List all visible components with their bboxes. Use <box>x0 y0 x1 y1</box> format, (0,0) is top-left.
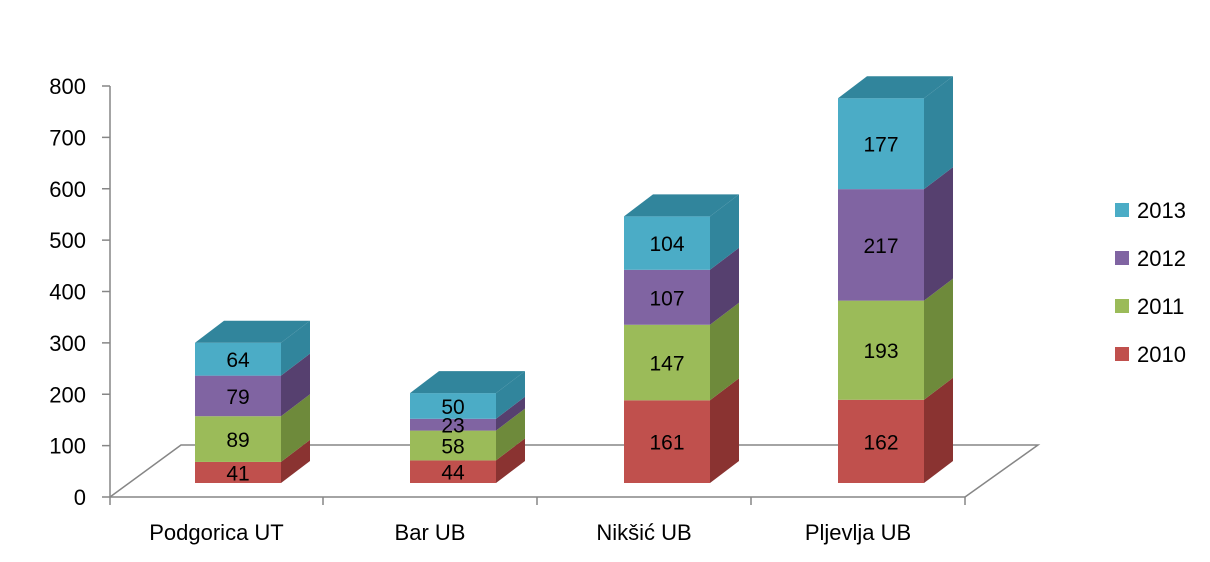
bar-data-label: 41 <box>226 462 249 485</box>
bar-stack <box>624 194 739 483</box>
legend-swatch <box>1115 203 1129 217</box>
x-category-label: Bar UB <box>395 520 466 545</box>
legend-swatch <box>1115 251 1129 265</box>
bar-segment-front <box>838 399 924 483</box>
bar-data-label: 89 <box>226 429 249 452</box>
bar-segment-side <box>710 194 739 270</box>
bar-segment-front <box>410 460 496 483</box>
bar-segment-front <box>195 416 281 462</box>
y-tick-label: 700 <box>49 125 86 150</box>
bar-segment-side <box>281 394 310 462</box>
chart-axes: 0 100 200 300 400 500 600 700 800 Podgorica UT Bar… <box>49 74 1041 545</box>
bar-data-label: 64 <box>226 349 250 372</box>
bar-segment-side <box>496 396 525 431</box>
bar-data-label: 147 <box>649 353 684 376</box>
x-category-label: Pljevlja UB <box>805 520 911 545</box>
bar-segment-side <box>281 439 310 483</box>
bar-data-label: 58 <box>441 435 464 458</box>
bar-segment-front <box>838 189 924 301</box>
bar-data-label: 162 <box>863 431 898 454</box>
bar-segment-side <box>924 76 953 190</box>
bar-segment-side <box>924 167 953 301</box>
bar-data-label: 104 <box>649 233 684 256</box>
bar-data-label: 79 <box>226 386 249 409</box>
y-tick-label: 0 <box>74 485 86 510</box>
bar-segment-front <box>410 418 496 431</box>
bar-data-label: 217 <box>863 235 898 258</box>
y-tick-label: 600 <box>49 177 86 202</box>
bar-segment-side <box>710 302 739 401</box>
bar-stack <box>838 76 953 483</box>
bar-top-face <box>838 76 953 99</box>
y-tick-label: 500 <box>49 228 86 253</box>
bar-data-label: 161 <box>649 432 684 455</box>
bar-data-label: 44 <box>441 462 465 485</box>
bar-segment-front <box>624 216 710 270</box>
y-tick-label: 800 <box>49 74 86 99</box>
bar-segment-side <box>924 377 953 483</box>
legend-swatch <box>1115 299 1129 313</box>
bar-data-label: 23 <box>441 415 464 438</box>
legend-label: 2012 <box>1137 246 1186 271</box>
bar-segment-front <box>624 400 710 483</box>
bar-segment-front <box>195 461 281 483</box>
bar-segment-side <box>924 278 953 400</box>
bar-segment-front <box>410 393 496 419</box>
bar-stack <box>410 371 525 483</box>
bar-segment-front <box>624 324 710 401</box>
chart-bars <box>195 76 953 483</box>
bar-segment-front <box>195 375 281 417</box>
bar-top-face <box>624 194 739 217</box>
legend-swatch <box>1115 347 1129 361</box>
bar-segment-front <box>838 300 924 400</box>
bar-segment-side <box>496 371 525 419</box>
legend-label: 2011 <box>1137 294 1184 319</box>
y-tick-label: 300 <box>49 331 86 356</box>
bar-data-label: 193 <box>863 340 898 363</box>
bar-segment-front <box>195 342 281 376</box>
y-tick-label: 400 <box>49 280 86 305</box>
bar-segment-front <box>838 98 924 190</box>
y-tick-label: 200 <box>49 382 86 407</box>
x-category-label: Nikšić UB <box>596 520 691 545</box>
bar-segment-side <box>281 353 310 417</box>
chart-legend: 2013 2012 2011 2010 <box>1115 198 1186 367</box>
bar-stack <box>195 320 310 483</box>
bar-segment-side <box>281 320 310 376</box>
bar-segment-front <box>410 430 496 461</box>
bar-segment-side <box>496 438 525 483</box>
bar-segment-front <box>624 269 710 325</box>
y-tick-label: 100 <box>49 434 86 459</box>
bar-segment-side <box>496 408 525 461</box>
legend-label: 2013 <box>1137 198 1186 223</box>
bar-data-label: 177 <box>863 134 898 157</box>
bar-top-face <box>195 320 310 343</box>
bar-top-face <box>410 371 525 394</box>
x-category-label: Podgorica UT <box>149 520 284 545</box>
bar-data-label: 107 <box>649 287 684 310</box>
bar-segment-side <box>710 247 739 325</box>
bar-segment-side <box>710 378 739 483</box>
legend-label: 2010 <box>1137 342 1186 367</box>
bar-data-label: 50 <box>441 396 464 419</box>
chart-floor-outline <box>109 444 1041 498</box>
